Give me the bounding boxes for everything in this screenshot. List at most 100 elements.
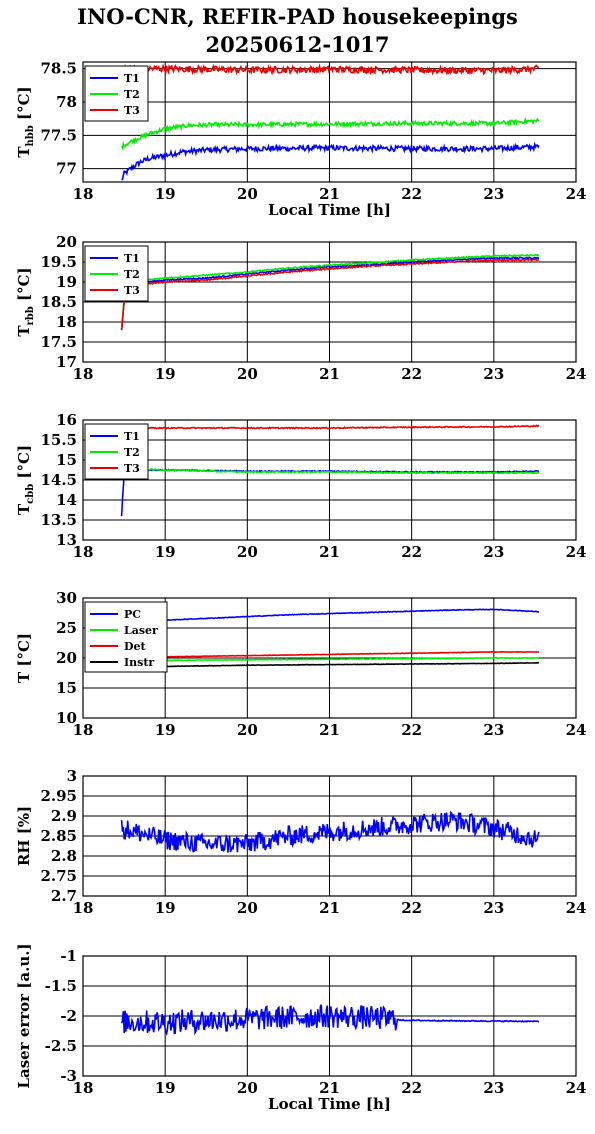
legend-entry: T3	[124, 284, 140, 297]
plot-frame	[82, 775, 577, 897]
x-tick-label: 20	[237, 721, 258, 739]
y-tick-label: 3	[67, 767, 77, 785]
plot-frame	[82, 61, 577, 183]
x-tick-label: 22	[401, 721, 422, 739]
y-tick-label: 15.5	[40, 431, 77, 449]
y-tick-label: 2.85	[40, 827, 77, 845]
x-tick-label: 21	[319, 365, 340, 383]
x-tick-label: 22	[401, 185, 422, 203]
x-tick-label: 21	[319, 899, 340, 917]
x-tick-label: 23	[483, 721, 504, 739]
series-line-det	[121, 650, 540, 659]
y-tick-label: 2.9	[51, 807, 77, 825]
y-tick-label: 14.5	[40, 471, 77, 489]
y-tick-label: 14	[56, 491, 77, 509]
plot-frame	[82, 597, 577, 719]
x-tick-label: 20	[237, 1079, 258, 1097]
x-tick-label: 24	[566, 899, 587, 917]
x-tick-label: 20	[237, 899, 258, 917]
y-tick-label: 2.7	[51, 887, 77, 905]
x-tick-label: 18	[73, 185, 94, 203]
y-tick-label: 20	[56, 649, 77, 667]
y-axis-label: Laser error [a.u.]	[15, 943, 33, 1088]
legend-entry: T1	[124, 72, 140, 85]
x-tick-label: 23	[483, 365, 504, 383]
x-axis-label: Local Time [h]	[268, 201, 391, 219]
series-line-instr	[121, 661, 540, 668]
chart-subtitle: 20250612-1017	[205, 32, 390, 57]
series-line-t2	[120, 116, 540, 151]
x-tick-label: 24	[566, 721, 587, 739]
y-tick-label: 10	[56, 709, 77, 727]
legend-entry: T2	[124, 268, 140, 281]
x-tick-label: 19	[155, 543, 176, 561]
y-tick-label: -2	[60, 1007, 77, 1025]
x-tick-label: 20	[237, 543, 258, 561]
y-tick-label: 25	[56, 619, 77, 637]
x-tick-label: 22	[401, 899, 422, 917]
y-tick-label: 17.5	[40, 333, 77, 351]
y-tick-label: 2.95	[40, 787, 77, 805]
chart-thbb: 18 19 20 21 22 23 24 77 77.5 78 78.5 Local Time [h]…	[15, 60, 586, 219]
plot-frame	[82, 955, 577, 1077]
x-tick-label: 21	[319, 543, 340, 561]
chart-title: INO-CNR, REFIR-PAD housekeepings	[77, 4, 518, 29]
series-line-laser	[121, 656, 540, 662]
chart-trbb: 18 19 20 21 22 23 24 17 17.5 18 18.5 19 19.5 20 Trbb […	[15, 233, 586, 383]
plot-frame	[82, 241, 577, 363]
x-tick-label: 23	[483, 185, 504, 203]
y-tick-label: 13.5	[40, 511, 77, 529]
legend-entry: T2	[124, 446, 140, 459]
y-tick-label: 19	[56, 273, 77, 291]
legend-entry: Det	[124, 640, 147, 653]
chart-tcbb: 18 19 20 21 22 23 24 13 13.5 14 14.5 15 15.5 16 Tcbb […	[15, 411, 586, 561]
series-line-data	[120, 1004, 540, 1036]
series-line-t1	[120, 256, 540, 331]
series-line-pc	[121, 608, 540, 625]
series-line-t2	[120, 253, 540, 331]
y-tick-label: -1	[60, 947, 77, 965]
y-tick-label: 15	[56, 451, 77, 469]
y-tick-label: 17	[56, 353, 77, 371]
legend-entry: T3	[124, 104, 140, 117]
series-line-t2	[120, 467, 540, 475]
x-tick-label: 23	[483, 543, 504, 561]
x-tick-label: 23	[483, 899, 504, 917]
y-tick-label: -2.5	[45, 1037, 77, 1055]
y-axis-label: T [°C]	[15, 633, 33, 683]
x-tick-label: 22	[401, 1079, 422, 1097]
y-tick-label: 18	[56, 313, 77, 331]
x-tick-label: 24	[566, 185, 587, 203]
x-tick-label: 18	[73, 1079, 94, 1097]
x-tick-label: 21	[319, 185, 340, 203]
y-tick-label: 77.5	[40, 126, 77, 144]
series-line-t1	[120, 468, 540, 517]
y-tick-label: 13	[56, 531, 77, 549]
x-tick-label: 19	[155, 899, 176, 917]
y-tick-label: 77	[56, 160, 77, 178]
series-line-t3	[120, 258, 539, 330]
y-tick-label: 18.5	[40, 293, 77, 311]
x-tick-label: 20	[237, 365, 258, 383]
y-tick-label: 30	[56, 589, 77, 607]
series-line-t1	[121, 141, 540, 181]
x-tick-label: 24	[566, 365, 587, 383]
x-tick-label: 22	[401, 543, 422, 561]
x-tick-label: 22	[401, 365, 422, 383]
y-axis-label: RH [%]	[15, 806, 33, 866]
y-tick-label: 2.8	[51, 847, 77, 865]
x-tick-label: 18	[73, 721, 94, 739]
legend-entry: T3	[124, 462, 140, 475]
y-axis-label: Thbb [°C]	[15, 86, 36, 157]
chart-laser: 18 19 20 21 22 23 24 -3 -2.5 -2 -1.5 -1 Local Time […	[15, 943, 586, 1113]
x-tick-label: 24	[566, 543, 587, 561]
y-tick-label: -1.5	[45, 977, 77, 995]
x-tick-label: 23	[483, 1079, 504, 1097]
y-tick-label: 15	[56, 679, 77, 697]
x-tick-label: 18	[73, 899, 94, 917]
x-tick-label: 18	[73, 543, 94, 561]
y-tick-label: 2.75	[40, 867, 77, 885]
y-tick-label: 16	[56, 411, 77, 429]
series-line-data	[120, 810, 540, 853]
